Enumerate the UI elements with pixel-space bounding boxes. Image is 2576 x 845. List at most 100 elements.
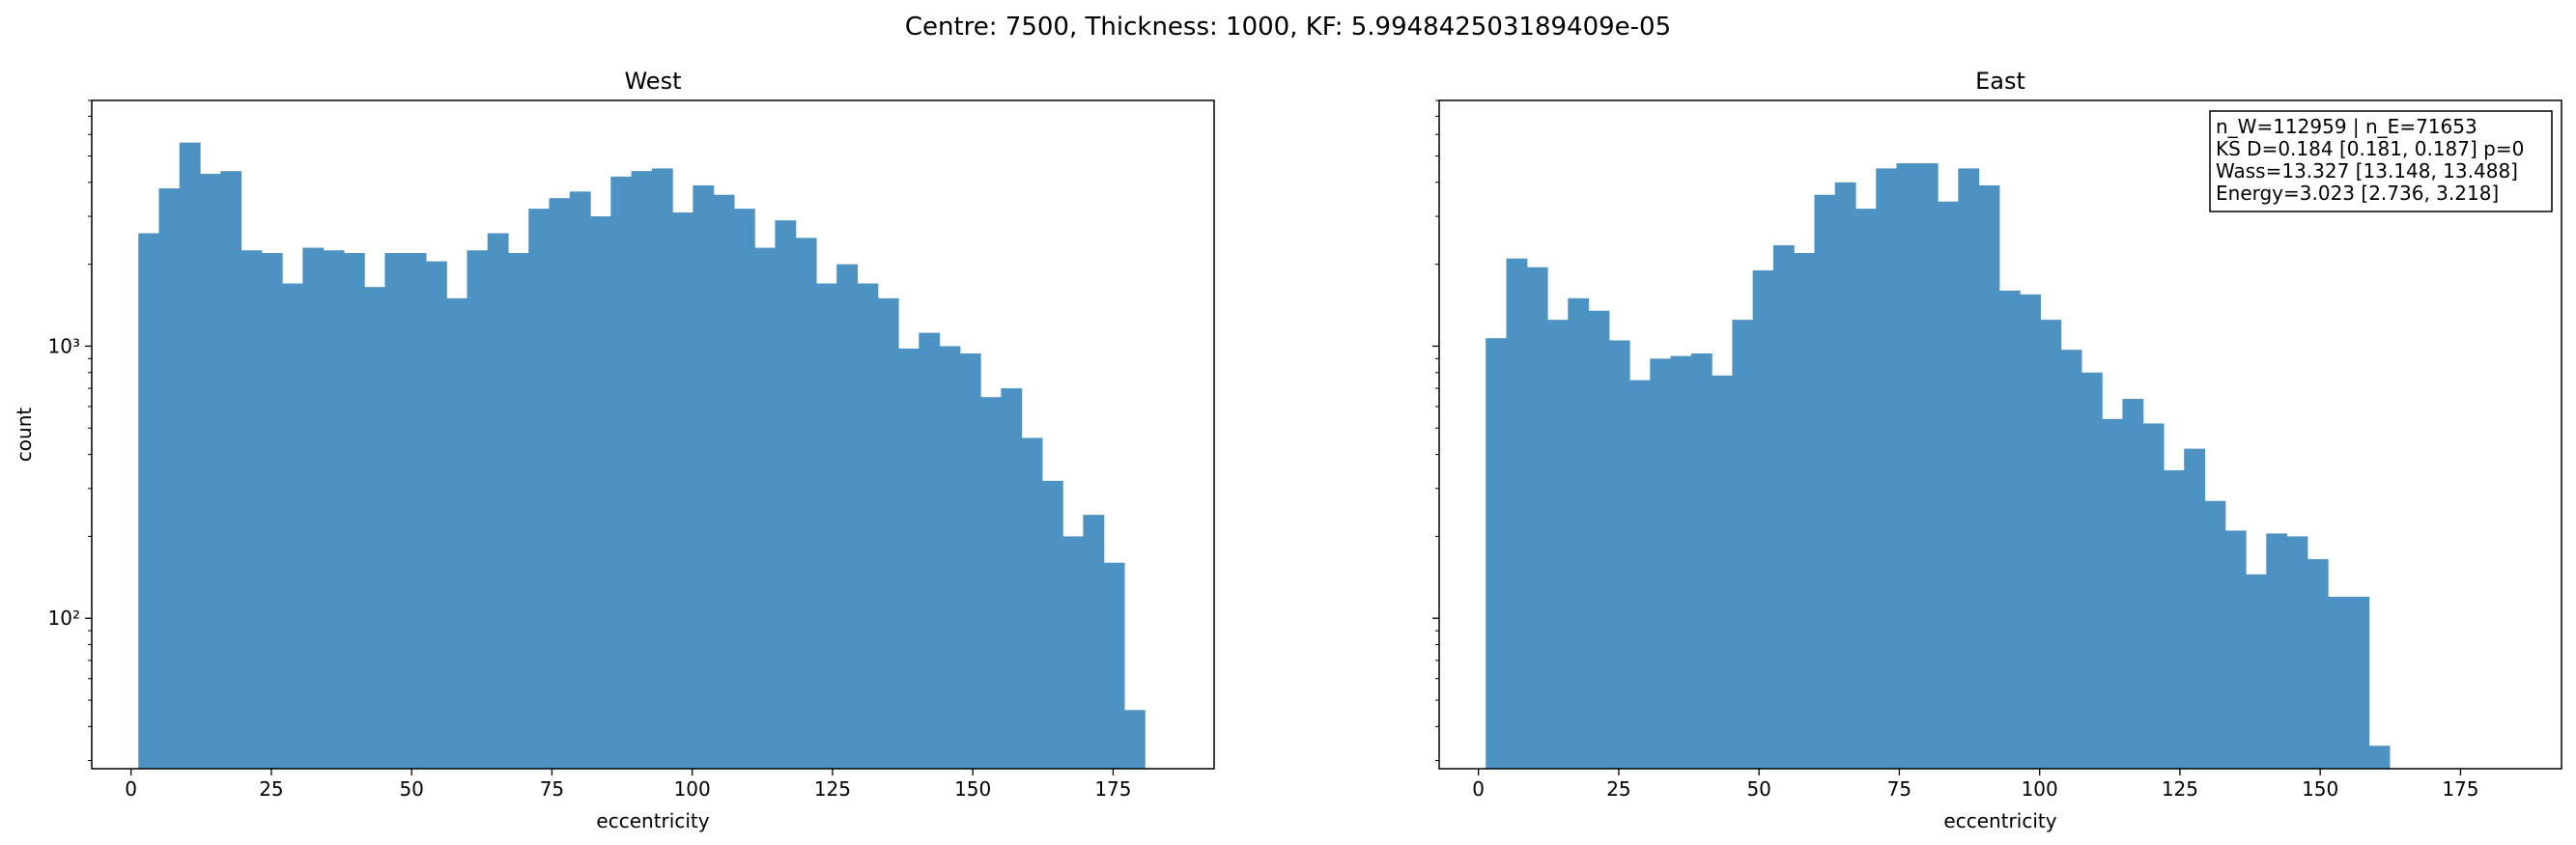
east-bar bbox=[1896, 163, 1918, 770]
west-y-axis-label: count bbox=[13, 408, 36, 463]
east-histogram-panel: 0 25 50 75 100 125 150 175 East eccentricity bbox=[1432, 68, 2562, 832]
east-bar bbox=[1547, 320, 1569, 769]
west-bar bbox=[405, 252, 427, 770]
east-bar bbox=[2266, 533, 2288, 769]
east-bar bbox=[1998, 290, 2021, 769]
east-bar bbox=[1588, 310, 1610, 769]
west-bar bbox=[980, 397, 1002, 769]
west-x-tick-label: 125 bbox=[814, 777, 851, 801]
west-bar bbox=[467, 250, 489, 770]
east-bar bbox=[1712, 375, 1733, 769]
figure-suptitle: Centre: 7500, Thickness: 1000, KF: 5.994… bbox=[905, 13, 1671, 42]
west-bar bbox=[261, 252, 283, 770]
west-bar bbox=[1103, 562, 1125, 769]
east-bar bbox=[1608, 340, 1630, 769]
west-bar bbox=[836, 264, 859, 769]
west-bar bbox=[939, 346, 961, 769]
west-x-tick-label: 50 bbox=[399, 777, 423, 801]
west-bar bbox=[857, 283, 879, 769]
east-bar bbox=[1916, 163, 1939, 770]
east-axes-frame bbox=[1438, 99, 2562, 770]
east-bar bbox=[1814, 194, 1836, 769]
west-bar bbox=[220, 171, 242, 769]
east-panel-title: East bbox=[1975, 68, 2025, 95]
east-bar bbox=[1650, 358, 1672, 769]
east-bar bbox=[1732, 320, 1754, 769]
east-bar bbox=[1506, 258, 1528, 769]
west-bar bbox=[1062, 536, 1084, 769]
stats-line-wasserstein: Wass=13.327 [13.148, 13.488] bbox=[2216, 159, 2518, 183]
east-bar bbox=[2348, 596, 2370, 769]
west-bar bbox=[713, 194, 735, 769]
west-bar bbox=[959, 353, 981, 769]
west-bar bbox=[898, 348, 920, 769]
west-bar bbox=[631, 171, 653, 769]
east-bar bbox=[2163, 469, 2185, 769]
west-bar bbox=[138, 233, 160, 770]
west-bar bbox=[507, 252, 529, 770]
east-bar bbox=[2142, 423, 2165, 769]
west-bar bbox=[343, 252, 365, 770]
east-x-axis-label: eccentricity bbox=[1943, 809, 2056, 832]
west-x-tick-label: 150 bbox=[954, 777, 991, 801]
east-bar bbox=[2102, 418, 2124, 769]
east-bar bbox=[1629, 380, 1651, 769]
east-bar bbox=[2204, 500, 2226, 769]
east-x-tick-label: 150 bbox=[2302, 777, 2338, 801]
west-bar bbox=[282, 283, 303, 769]
west-bar bbox=[815, 283, 837, 769]
east-bar bbox=[1526, 267, 1548, 769]
east-x-tick-label: 25 bbox=[1606, 777, 1630, 801]
east-x-tick-label: 175 bbox=[2442, 777, 2478, 801]
east-bar bbox=[1876, 168, 1898, 769]
west-bar bbox=[1001, 388, 1023, 769]
west-x-axis-label: eccentricity bbox=[596, 809, 709, 832]
west-panel-title: West bbox=[624, 68, 681, 95]
west-bar bbox=[1021, 437, 1043, 769]
west-bar bbox=[877, 297, 899, 769]
west-x-tick-label: 175 bbox=[1094, 777, 1131, 801]
east-bar bbox=[2040, 320, 2062, 769]
stats-line-ks: KS D=0.184 [0.181, 0.187] p=0 bbox=[2216, 137, 2524, 160]
west-bar bbox=[179, 142, 201, 769]
west-bar bbox=[487, 233, 509, 770]
east-bar bbox=[1752, 269, 1774, 769]
west-bar bbox=[323, 250, 345, 770]
east-bar bbox=[1568, 297, 1590, 769]
east-bar bbox=[2246, 574, 2267, 769]
west-bar bbox=[364, 287, 385, 769]
west-y-tick-label: 10³ bbox=[48, 334, 80, 357]
west-bar bbox=[795, 238, 817, 769]
west-x-tick-label: 0 bbox=[125, 777, 137, 801]
west-bar bbox=[590, 216, 611, 769]
west-bar bbox=[1123, 710, 1146, 769]
east-x-tick-label: 125 bbox=[2162, 777, 2198, 801]
east-bar bbox=[1670, 355, 1692, 769]
east-bar bbox=[2060, 350, 2082, 769]
west-bar bbox=[651, 168, 673, 769]
west-bar bbox=[384, 252, 407, 770]
stats-box: n_W=112959 | n_E=71653 KS D=0.184 [0.181… bbox=[2209, 110, 2553, 212]
west-bar bbox=[302, 247, 325, 769]
west-bar bbox=[1083, 515, 1105, 769]
east-bar bbox=[2307, 558, 2329, 769]
east-bar bbox=[2020, 294, 2041, 769]
east-bar bbox=[1834, 182, 1856, 769]
west-bar bbox=[158, 188, 181, 770]
east-bar bbox=[1794, 252, 1816, 770]
east-bar bbox=[2081, 372, 2103, 769]
west-bar bbox=[1041, 480, 1063, 769]
east-bar bbox=[1938, 201, 1959, 769]
west-bar bbox=[446, 297, 468, 769]
west-bar bbox=[733, 209, 755, 769]
west-bar bbox=[425, 261, 447, 769]
east-bar bbox=[2224, 530, 2247, 769]
west-histogram-panel: 0 25 50 75 100 125 150 175 10² 10³ West eccentricit… bbox=[13, 68, 1215, 832]
west-bar bbox=[693, 184, 715, 770]
east-x-tick-label: 100 bbox=[2022, 777, 2058, 801]
west-bar bbox=[775, 220, 797, 770]
east-bar bbox=[2368, 746, 2391, 769]
east-bar bbox=[2328, 596, 2349, 769]
east-x-tick-label: 0 bbox=[1472, 777, 1485, 801]
